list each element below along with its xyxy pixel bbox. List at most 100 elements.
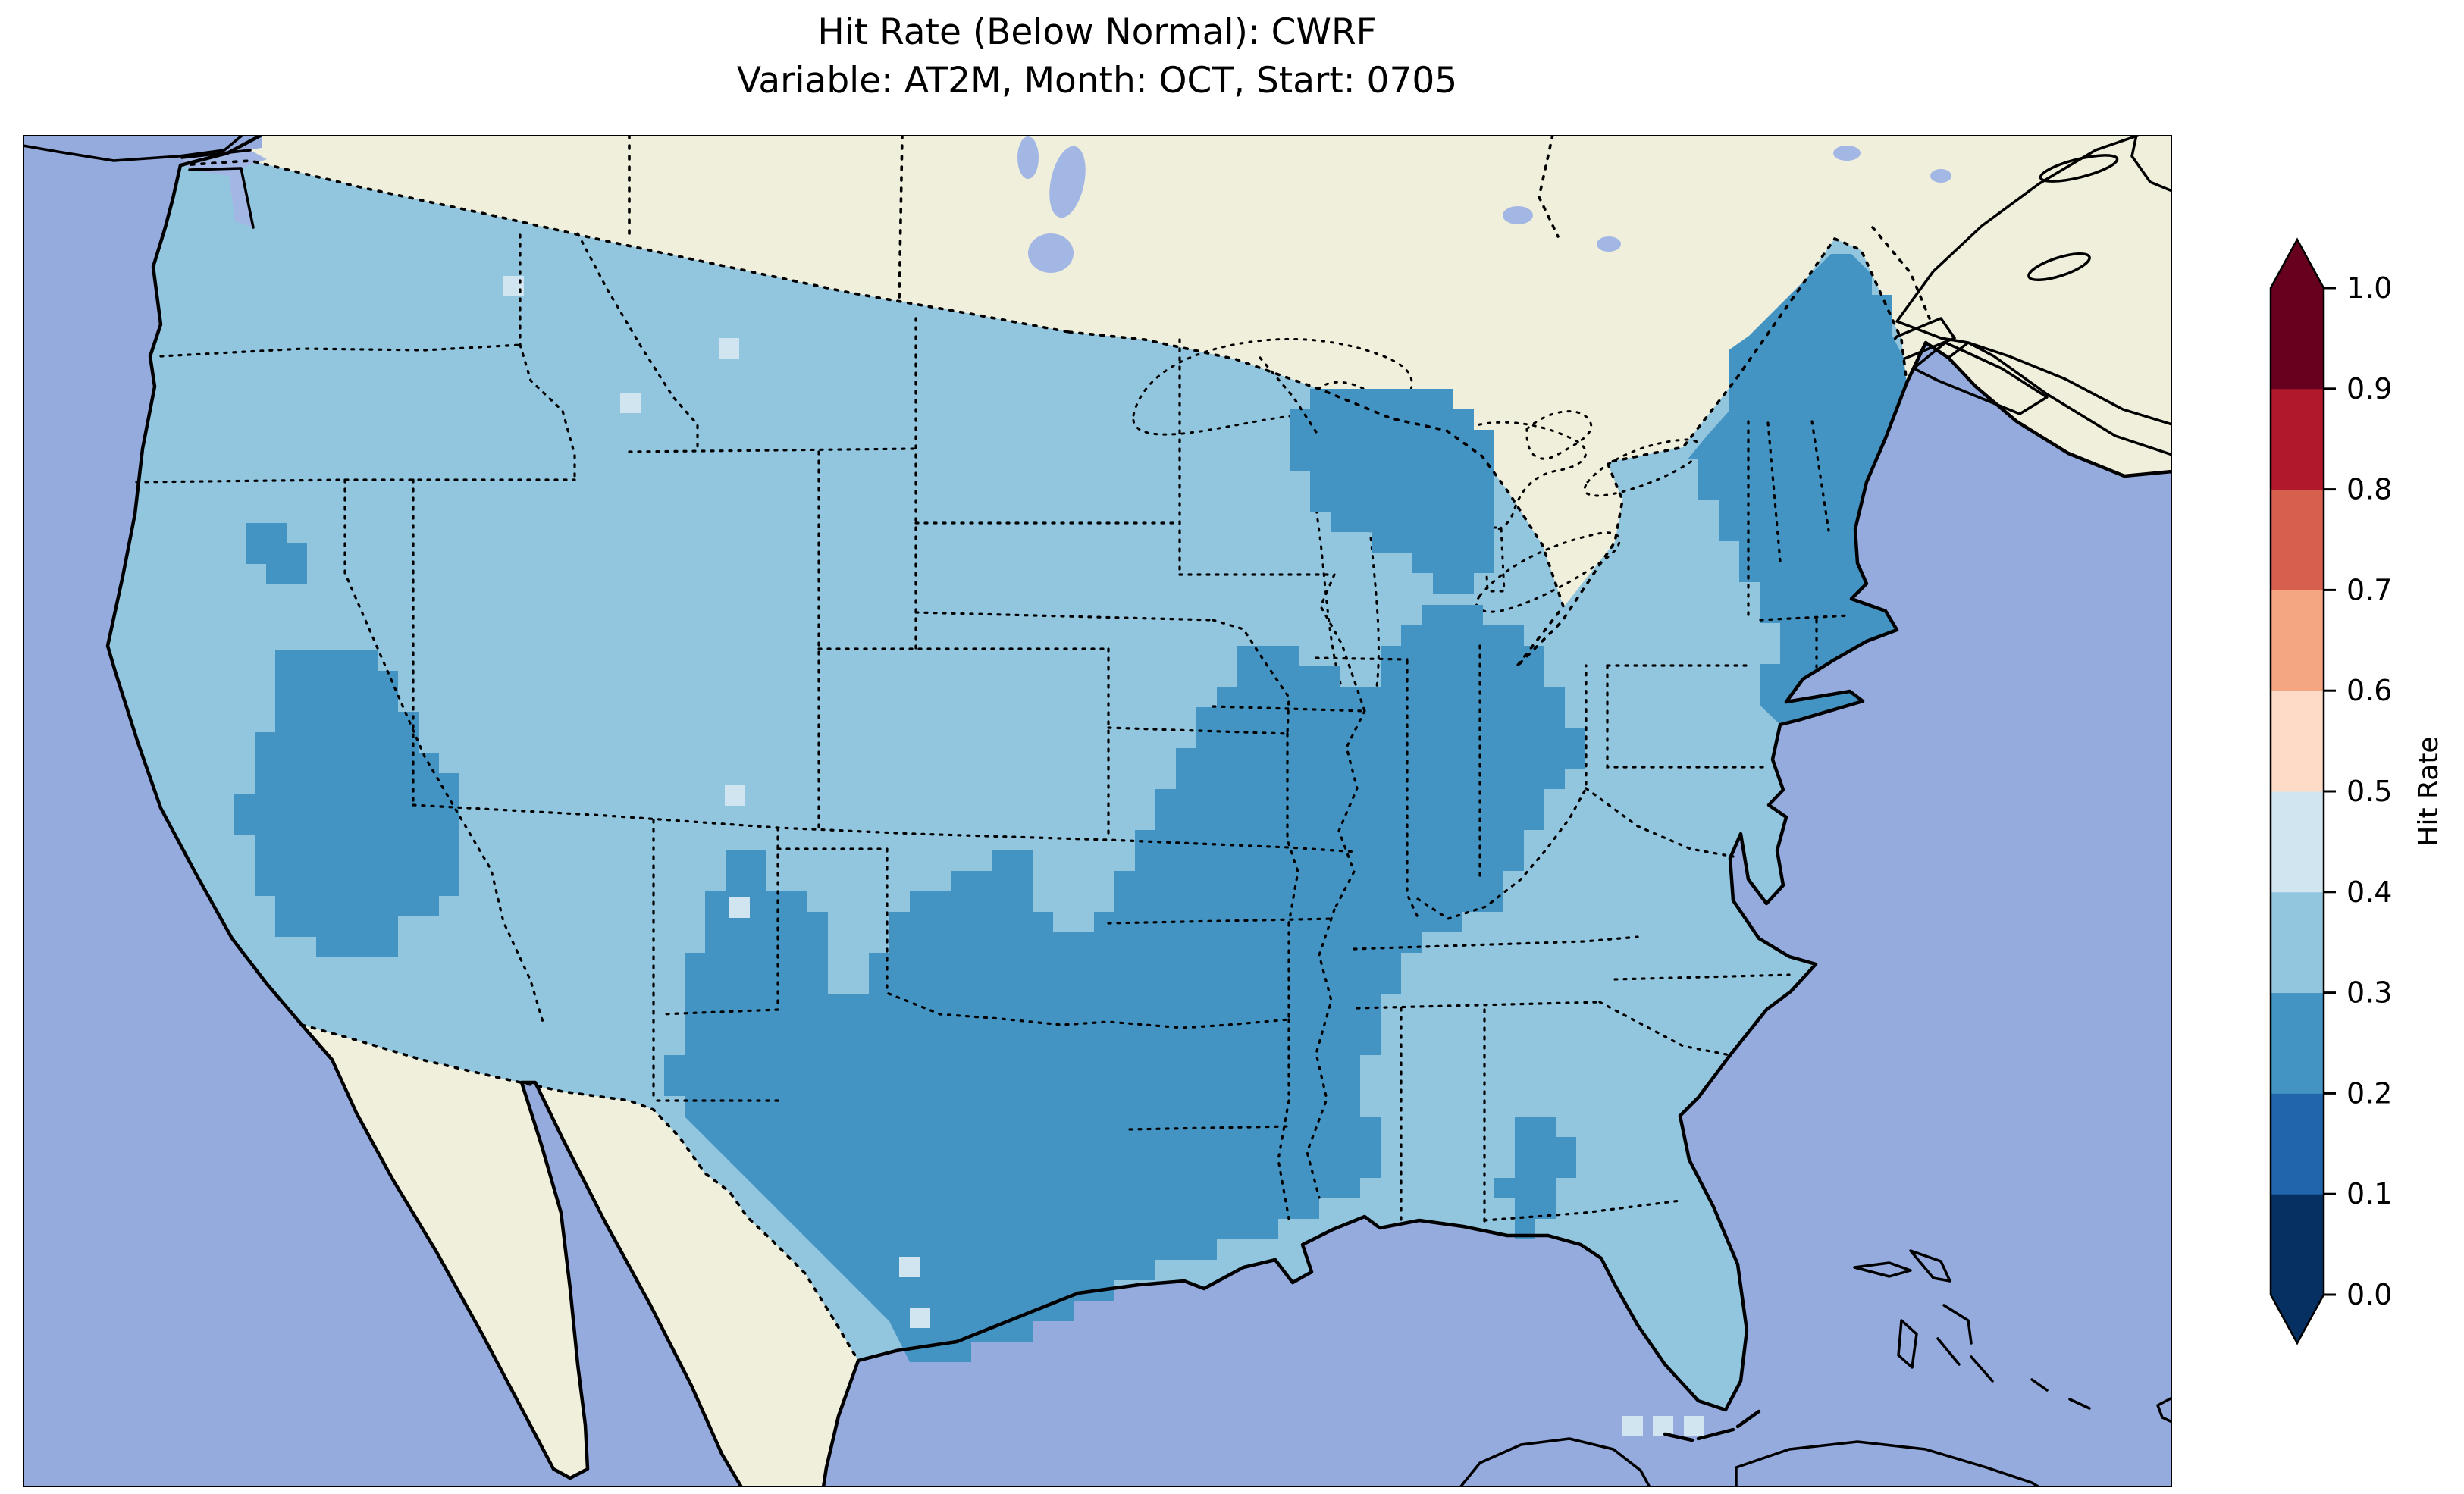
- colorbar-tick-label: 0.8: [2346, 473, 2392, 506]
- colorbar-tick-label: 0.6: [2346, 674, 2392, 707]
- georgian-bay: [1525, 410, 1593, 460]
- anticosti-island: [2039, 154, 2119, 183]
- lake-ontario: [1583, 438, 1702, 497]
- state-line: [914, 611, 1215, 622]
- state-line: [1598, 1001, 1732, 1057]
- state-line: [1107, 917, 1336, 925]
- colorbar-bin: [2271, 992, 2324, 1094]
- state-line: [412, 803, 1359, 853]
- colorbar-extend-min-arrow: [2271, 1295, 2324, 1343]
- lake-erie: [1475, 531, 1621, 613]
- colorbar-tick-label: 0.0: [2346, 1278, 2392, 1311]
- colorbar-bin: [2271, 891, 2324, 994]
- hispaniola-corner: [2156, 1396, 2172, 1424]
- us-canada-border-west: [179, 159, 1071, 334]
- exuma: [1936, 1337, 1961, 1366]
- state-line: [1585, 787, 1735, 858]
- canadian-lake-2: [1597, 236, 1621, 252]
- patch-central-texas-to-ohio: [664, 605, 1585, 1362]
- state-line: [1315, 656, 1409, 661]
- us-mexico-border: [300, 1023, 860, 1362]
- patch-great-basin: [234, 650, 459, 957]
- colorbar-bin: [2271, 388, 2324, 490]
- turks-islets: [2030, 1378, 2091, 1410]
- cell-s-texas-2: [910, 1308, 930, 1328]
- canada-province-line-3: [1538, 135, 1560, 238]
- state-line: [628, 447, 917, 453]
- state-line: [519, 343, 576, 481]
- state-line: [1306, 908, 1336, 1199]
- colorbar-tick-label: 0.5: [2346, 775, 2392, 808]
- state-line: [1483, 1199, 1682, 1222]
- state-line: [1606, 664, 1768, 769]
- colorbar-bin: [2271, 489, 2324, 590]
- hit-rate-high-cells: [503, 276, 1704, 1436]
- state-line: [1319, 573, 1366, 713]
- colorbar: 0.0 0.1 0.2 0.3 0.4 0.5 0.6 0.7 0.8 0.9 1.0 Hit Rat…: [2269, 237, 2444, 1345]
- patch-northeast: [1688, 254, 1907, 725]
- cuba: [1735, 1440, 2041, 1487]
- abaco: [1909, 1249, 1951, 1283]
- state-line: [1286, 732, 1299, 925]
- coastline-main: [105, 135, 2172, 1487]
- us-canada-border-maine: [1833, 237, 1908, 384]
- colorbar-tick-label: 0.3: [2346, 976, 2392, 1010]
- colorbar-tick-label: 0.7: [2346, 573, 2392, 606]
- florida-keys: [1663, 1409, 1761, 1442]
- state-line: [343, 478, 544, 1023]
- lake-of-the-woods: [1028, 233, 1074, 273]
- andros: [1897, 1319, 1918, 1369]
- yucatan: [1459, 1437, 1651, 1487]
- colorbar-bin: [2271, 1194, 2324, 1295]
- eleuthera: [1942, 1304, 1973, 1345]
- colorbar-tick-label: 0.1: [2346, 1177, 2392, 1211]
- canadian-lake-3: [1833, 146, 1861, 161]
- colorbar-tick-label: 0.9: [2346, 372, 2392, 406]
- prince-edward-island: [2027, 252, 2091, 282]
- canadian-lake-4: [1930, 169, 1951, 183]
- colorbar-bin: [2271, 288, 2324, 390]
- vancouver-island: [23, 135, 244, 162]
- colorbar-tick-label: 1.0: [2346, 271, 2392, 305]
- colorbar-bin: [2271, 590, 2324, 691]
- cell-fl-keys-1: [1622, 1416, 1643, 1436]
- state-line: [886, 847, 1290, 1029]
- state-line: [1128, 1125, 1290, 1131]
- state-line: [1259, 356, 1318, 434]
- colorbar-axis-label: Hit Rate: [2413, 736, 2444, 846]
- coastline-strait-juan-de-fuca: [180, 149, 255, 229]
- state-borders: [135, 232, 1851, 1223]
- us-canada-border-lakes: [1067, 237, 1836, 669]
- state-line: [576, 232, 699, 453]
- canadian-lake-1: [1503, 206, 1533, 224]
- cell-fl-keys-3: [1684, 1416, 1704, 1436]
- cell-s-texas-1: [899, 1257, 920, 1277]
- chart-subtitle: Variable: AT2M, Month: OCT, Start: 0705: [737, 60, 1457, 102]
- cell-utah-1: [725, 785, 745, 806]
- cell-fl-keys-2: [1653, 1416, 1673, 1436]
- colorbar-bin: [2271, 691, 2324, 792]
- newfoundland-corner: [2130, 135, 2172, 193]
- state-line: [1212, 619, 1290, 735]
- patch-sw-georgia: [1494, 1117, 1576, 1239]
- state-line: [660, 826, 779, 1016]
- grand-bahama: [1853, 1261, 1912, 1278]
- colorbar-tick-label: 0.4: [2346, 875, 2392, 909]
- long-island-bahamas: [1970, 1355, 1994, 1383]
- coastlines: [105, 135, 2172, 1487]
- cell-e-washington: [503, 276, 524, 296]
- lake-manitoba: [1017, 136, 1039, 179]
- cell-w-montana: [620, 393, 641, 413]
- colorbar-extend-max-arrow: [2271, 240, 2324, 288]
- cell-utah-2: [729, 897, 750, 918]
- state-line: [1212, 705, 1366, 713]
- colorbar-bin: [2271, 1093, 2324, 1195]
- patch-upper-michigan: [1290, 389, 1494, 594]
- state-line: [1277, 1099, 1290, 1220]
- state-line: [1613, 973, 1791, 981]
- lake-winnipeg: [1049, 146, 1086, 218]
- colorbar-tick-label: 0.2: [2346, 1076, 2392, 1110]
- patch-nw-nevada: [246, 523, 307, 584]
